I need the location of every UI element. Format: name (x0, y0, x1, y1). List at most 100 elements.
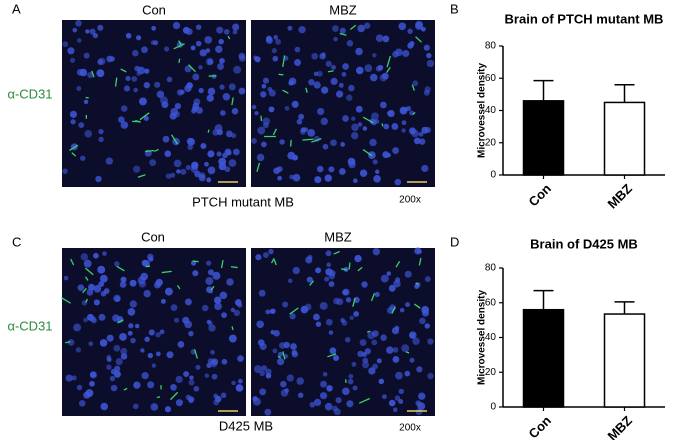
vessel (289, 307, 299, 315)
nucleus (286, 374, 294, 382)
nucleus (359, 169, 368, 177)
vessel (178, 58, 181, 63)
nucleus (347, 378, 354, 385)
nucleus (254, 110, 259, 116)
nucleus (329, 270, 336, 277)
vessel (415, 36, 422, 43)
nucleus (411, 129, 419, 138)
nucleus (276, 166, 283, 172)
nucleus (345, 297, 352, 303)
nucleus (423, 89, 430, 96)
vessel (139, 112, 150, 121)
nucleus (421, 164, 429, 173)
nucleus (380, 274, 389, 283)
nucleus (89, 371, 98, 379)
nucleus (319, 392, 328, 400)
nucleus (294, 46, 301, 53)
nucleus (206, 94, 214, 102)
nucleus (330, 77, 338, 85)
nucleus (273, 329, 280, 337)
nucleus (120, 121, 129, 129)
nucleus (106, 364, 112, 370)
nucleus (361, 281, 368, 288)
nucleus (98, 313, 106, 321)
nucleus (71, 375, 77, 381)
nucleus (148, 329, 155, 336)
nucleus (380, 334, 387, 341)
nucleus (83, 52, 90, 59)
vessel (231, 97, 234, 106)
nucleus (78, 400, 86, 407)
vessel (231, 326, 234, 331)
nucleus (88, 283, 95, 291)
nucleus (386, 271, 392, 276)
nucleus (223, 28, 230, 35)
nucleus (313, 71, 319, 77)
nucleus (120, 105, 128, 112)
nucleus (232, 148, 240, 156)
nucleus (395, 371, 403, 380)
nucleus (218, 157, 227, 166)
nucleus (140, 348, 145, 353)
vessel (277, 355, 281, 359)
nucleus (228, 334, 237, 343)
nucleus (93, 252, 99, 259)
nucleus (147, 381, 155, 389)
nucleus (362, 126, 368, 131)
vessel (366, 330, 371, 333)
micrograph (61, 248, 246, 416)
vessel (82, 287, 87, 294)
bar (603, 101, 646, 176)
nucleus (255, 254, 262, 261)
vessel (210, 285, 215, 291)
nucleus (260, 91, 267, 98)
nucleus (257, 126, 266, 135)
nucleus (234, 299, 242, 306)
nucleus (258, 289, 266, 297)
nucleus (170, 172, 176, 178)
nucleus (98, 281, 105, 288)
nucleus (287, 278, 293, 284)
nucleus (320, 380, 327, 388)
nucleus (369, 138, 377, 147)
nucleus (306, 276, 313, 283)
nucleus (351, 123, 359, 132)
nucleus (238, 87, 246, 95)
nucleus (83, 391, 91, 399)
nucleus (313, 398, 322, 407)
nucleus (204, 373, 210, 378)
column-label: Con (141, 229, 165, 244)
nucleus (84, 129, 93, 138)
vessel (282, 55, 286, 68)
nucleus (399, 106, 408, 115)
nucleus (424, 126, 431, 133)
nucleus (214, 124, 223, 133)
vessel (305, 87, 308, 93)
nucleus (115, 357, 123, 366)
nucleus (221, 312, 227, 319)
nucleus (351, 116, 356, 121)
nucleus (233, 309, 241, 317)
nucleus (119, 281, 127, 288)
nucleus (150, 403, 159, 411)
nucleus (415, 408, 423, 416)
nucleus (284, 105, 290, 111)
chart-title: Brain of PTCH mutant MB (505, 11, 664, 26)
nucleus (265, 368, 272, 375)
nucleus (141, 371, 149, 380)
nucleus (112, 314, 120, 322)
nucleus (166, 76, 173, 83)
nucleus (174, 103, 182, 110)
nucleus (382, 35, 390, 43)
nucleus (346, 40, 354, 47)
image-background (251, 20, 435, 187)
nucleus (182, 26, 190, 34)
nucleus (322, 372, 328, 377)
vessel (192, 260, 199, 263)
nucleus (357, 122, 363, 127)
nucleus (193, 386, 200, 392)
nucleus (313, 81, 321, 89)
nucleus (345, 336, 351, 343)
nucleus (405, 302, 411, 308)
nucleus (340, 142, 346, 147)
